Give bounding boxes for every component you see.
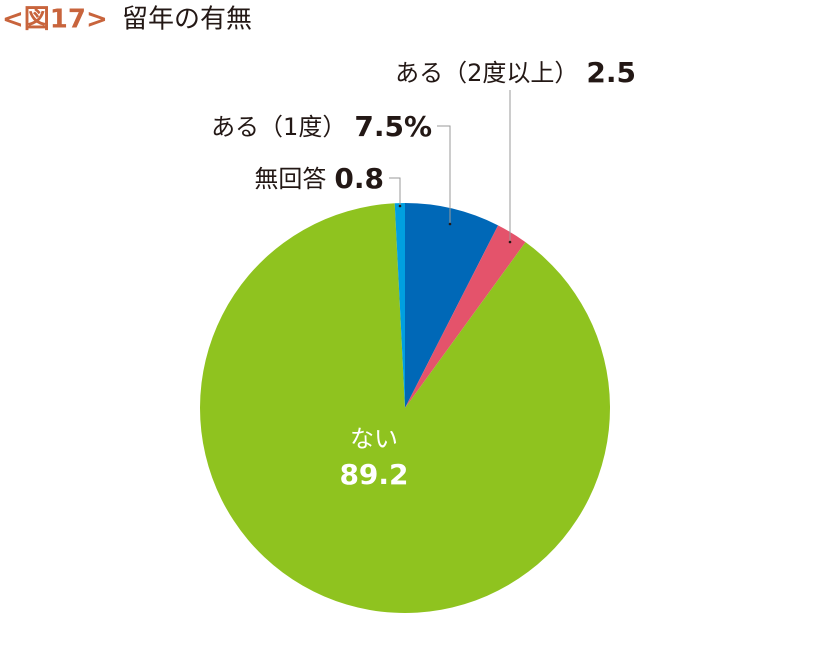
figure-label: <図17> [2, 5, 108, 35]
slice-label: ある（2度以上） [395, 59, 578, 87]
slice-label: 無回答 [254, 165, 326, 193]
pie-slice [405, 225, 526, 408]
pie-slice [405, 203, 499, 408]
leader-line [389, 177, 401, 206]
leader-dot [448, 222, 452, 226]
pie-slice [200, 203, 610, 614]
value-label: 0.8 [334, 162, 384, 195]
leader-line [437, 125, 451, 224]
value-label: 7.5% [354, 110, 432, 143]
value-label: 2.5 [586, 56, 636, 89]
chart-title: 留年の有無 [122, 5, 252, 35]
pie-slice [394, 203, 405, 408]
slice-label: ある（1度） [211, 113, 346, 141]
value-label: 89.2 [339, 458, 408, 491]
leader-dot [398, 204, 402, 208]
slice-label: ない [350, 425, 398, 453]
slice-annotation: ある（2度以上） 2.5 [395, 56, 636, 89]
slice-annotation: ある（1度） 7.5% [211, 110, 432, 143]
leader-dot [508, 240, 512, 244]
slice-annotation: 無回答 0.8 [254, 162, 384, 195]
